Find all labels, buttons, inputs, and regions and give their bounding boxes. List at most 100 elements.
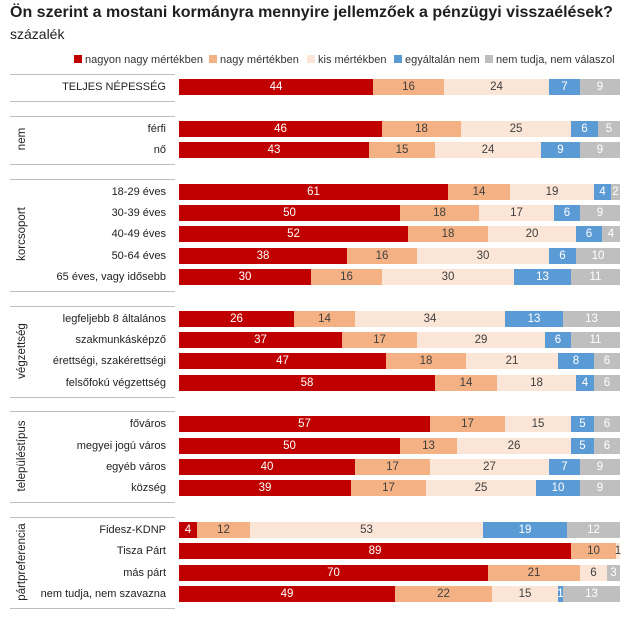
category-label: 50-64 éves <box>111 250 166 262</box>
group-separator <box>10 101 175 102</box>
bar-segment-small-extent: 30 <box>417 248 549 264</box>
data-label: 14 <box>472 186 486 198</box>
bar-segment-no-answer: 4 <box>602 226 620 242</box>
bar-segment-large-extent: 16 <box>373 79 444 95</box>
data-label: 37 <box>254 334 267 346</box>
data-label: 27 <box>483 461 496 473</box>
data-label: 20 <box>525 228 539 240</box>
group-separator <box>10 116 175 117</box>
legend-swatch <box>209 55 217 64</box>
bar-segment-small-extent: 20 <box>488 226 576 242</box>
data-label: 6 <box>559 250 566 262</box>
bar-segment-not-at-all: 6 <box>554 205 580 221</box>
bar-segment-large-extent: 17 <box>351 480 426 496</box>
data-label: 13 <box>536 271 549 283</box>
bar-segment-large-extent: 13 <box>400 438 457 454</box>
data-label: 9 <box>596 482 604 494</box>
data-label: 5 <box>579 418 586 430</box>
category-label: felsőfokú végzettség <box>65 377 166 389</box>
bar-segment-very-large-extent: 39 <box>179 480 351 496</box>
bar-segment-very-large-extent: 47 <box>179 353 386 369</box>
data-label: 11 <box>589 334 602 346</box>
bar-segment-large-extent: 21 <box>488 565 580 581</box>
data-label: 17 <box>510 207 523 219</box>
bar-segment-very-large-extent: 52 <box>179 226 408 242</box>
data-label: 6 <box>603 418 611 430</box>
data-label: 43 <box>267 144 281 156</box>
chart-row: főváros 57 17 15 5 6 <box>0 416 635 432</box>
data-label: 29 <box>474 334 488 346</box>
bar-segment-very-large-extent: 46 <box>179 121 382 137</box>
category-label: 40-49 éves <box>111 228 166 240</box>
legend-label: kis mértékben <box>318 54 387 66</box>
chart-row: érettségi, szakérettségi 47 18 21 8 6 <box>0 353 635 369</box>
legend-swatch <box>307 55 315 64</box>
bar-segment-large-extent: 17 <box>342 332 417 348</box>
data-label: 3 <box>610 567 617 579</box>
bar-segment-no-answer: 11 <box>571 269 620 285</box>
data-label: 17 <box>386 461 399 473</box>
bar-segment-not-at-all: 5 <box>571 438 594 454</box>
data-label: 30 <box>238 271 252 283</box>
category-label: 30-39 éves <box>111 207 166 219</box>
group-label: korcsoport <box>16 207 28 261</box>
bar-segment-no-answer: 10 <box>576 248 620 264</box>
bar-segment-not-at-all: 8 <box>558 353 594 369</box>
bar-segment-very-large-extent: 40 <box>179 459 355 475</box>
bar-segment-large-extent: 22 <box>395 586 492 602</box>
bar-segment-not-at-all: 10 <box>536 480 580 496</box>
bar-segment-small-extent: 24 <box>435 142 541 158</box>
group-separator <box>10 291 175 292</box>
data-label: 15 <box>518 588 532 600</box>
data-label: 12 <box>217 524 230 536</box>
legend-item-large-extent: nagy mértékben <box>209 53 299 67</box>
data-label: 9 <box>596 461 604 473</box>
legend-label: nem tudja, nem válaszol <box>496 54 615 66</box>
data-label: 1 <box>557 588 564 600</box>
data-label: 18 <box>415 123 428 135</box>
bar-segment-large-extent: 10 <box>571 543 616 559</box>
data-label: 1 <box>614 545 622 557</box>
data-label: 17 <box>461 418 474 430</box>
category-label: TELJES NÉPESSÉG <box>62 81 166 93</box>
chart-row: nem tudja, nem szavazna 49 22 15 1 13 <box>0 586 635 602</box>
data-label: 9 <box>596 207 604 219</box>
bar-segment-not-at-all: 5 <box>571 416 594 432</box>
data-label: 38 <box>256 250 270 262</box>
data-label: 7 <box>561 81 568 93</box>
bar-segment-large-extent: 17 <box>430 416 505 432</box>
bar-segment-no-answer: 6 <box>594 375 620 391</box>
bar-segment-very-large-extent: 37 <box>179 332 342 348</box>
data-label: 61 <box>307 186 320 198</box>
bar-segment-not-at-all: 13 <box>505 311 563 327</box>
category-label: 18-29 éves <box>111 186 166 198</box>
data-label: 6 <box>590 567 597 579</box>
bar-segment-no-answer: 11 <box>571 332 620 348</box>
bar-segment-no-answer: 6 <box>594 416 620 432</box>
data-label: 16 <box>375 250 389 262</box>
bar-segment-not-at-all: 6 <box>571 121 598 137</box>
data-label: 40 <box>260 461 274 473</box>
bar-segment-small-extent: 18 <box>497 375 576 391</box>
group-separator <box>10 517 175 518</box>
bar-segment-small-extent: 1 <box>615 543 621 559</box>
group-separator <box>10 164 175 165</box>
bar-segment-small-extent: 25 <box>426 480 536 496</box>
data-label: 13 <box>585 313 598 325</box>
data-label: 4 <box>599 186 606 198</box>
chart-row: legfeljebb 8 általános 26 14 34 13 13 <box>0 311 635 327</box>
category-label: érettségi, szakérettségi <box>52 355 166 367</box>
bar-segment-no-answer: 9 <box>580 480 620 496</box>
bar-segment-not-at-all: 6 <box>549 248 576 264</box>
group-label: nem <box>16 127 28 151</box>
legend-item-no-answer: nem tudja, nem válaszol <box>485 53 615 67</box>
bar-segment-very-large-extent: 50 <box>179 205 400 221</box>
bar-segment-small-extent: 6 <box>580 565 607 581</box>
data-label: 10 <box>551 482 565 494</box>
data-label: 10 <box>591 250 605 262</box>
data-label: 5 <box>579 440 586 452</box>
bar-segment-not-at-all: 7 <box>549 79 580 95</box>
data-label: 6 <box>603 377 611 389</box>
